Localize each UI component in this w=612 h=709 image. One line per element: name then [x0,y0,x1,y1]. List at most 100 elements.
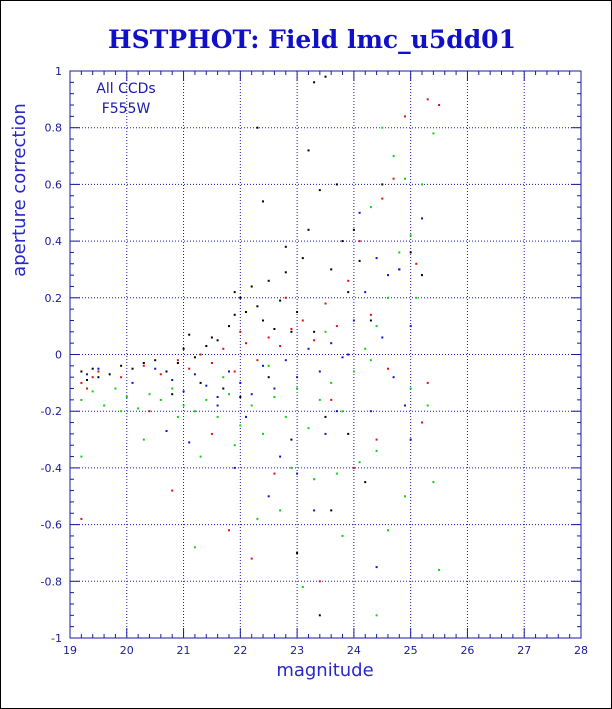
data-point [330,381,333,384]
data-point [205,384,208,387]
data-point [335,325,338,328]
data-point [318,614,321,617]
data-point [318,398,321,401]
data-point [86,387,88,390]
data-point [233,291,236,294]
data-point [228,325,230,328]
x-tick-label: 24 [347,644,361,657]
data-point [210,432,213,435]
data-point [307,228,310,231]
data-point [318,189,321,192]
data-point [307,347,310,350]
data-point [97,367,100,370]
data-point [284,245,287,248]
data-point [318,580,321,583]
data-point [193,373,196,376]
data-point [324,330,327,333]
data-point [330,268,333,271]
data-point [381,183,384,186]
data-point [256,305,259,308]
data-point [120,410,123,413]
data-point [318,370,321,373]
data-point [335,472,338,475]
data-point [154,367,157,370]
data-point [347,279,350,282]
data-point [358,211,361,214]
data-point [324,415,327,418]
data-point [171,393,174,396]
data-point [330,398,333,401]
x-axis-label: magnitude [276,660,373,681]
data-point [279,299,282,302]
data-point [228,393,230,396]
data-point [341,410,344,413]
data-point [432,132,435,135]
data-point [86,373,88,376]
data-point [80,370,83,373]
data-point [438,569,441,571]
data-point [222,387,225,390]
data-point [131,381,134,384]
data-point [91,376,94,379]
data-point [171,489,174,492]
data-point [273,328,276,330]
data-point [80,381,83,384]
data-point [239,330,242,333]
data-point [369,206,372,209]
data-point [114,387,117,390]
data-point [256,126,259,129]
data-point [392,155,395,158]
data-point [256,517,259,520]
data-point [369,319,372,322]
data-point [148,393,151,396]
data-point [80,455,83,458]
data-point [364,291,367,294]
data-point [330,509,333,512]
x-tick-label: 22 [233,644,247,657]
data-point [137,407,140,410]
data-point [381,336,384,339]
data-point [313,478,316,481]
data-point [324,75,327,78]
data-point [222,376,225,379]
annotation-ccds: All CCDs [96,81,155,97]
x-tick-label: 23 [290,644,304,657]
axis-ticks [69,70,582,639]
data-point [375,438,378,441]
data-point [210,362,213,364]
y-tick-label: -0.2 [41,405,62,418]
data-point [171,387,174,390]
data-point [404,404,406,407]
data-point [256,359,259,362]
data-point [216,339,219,342]
data-point [97,376,100,379]
data-point [199,381,202,384]
x-tick-label: 25 [404,644,418,657]
data-point [165,430,168,432]
data-point [398,251,401,254]
data-point [352,228,355,231]
data-point [387,296,389,299]
data-point [233,370,236,373]
data-point [375,614,378,617]
x-tick-label: 27 [517,644,531,657]
data-point [398,268,401,271]
data-point [250,285,253,288]
data-point [233,466,236,469]
data-point [267,376,270,379]
data-point [125,396,128,398]
data-point [369,313,372,316]
x-tick-label: 28 [574,644,588,657]
data-point [279,509,282,512]
data-point [267,495,270,498]
y-tick-label: -0.8 [41,575,62,588]
data-point [296,552,299,554]
data-point [228,370,230,373]
data-point [80,517,83,520]
y-tick-label: 0 [55,349,62,362]
data-point [426,404,429,407]
data-point [165,370,168,373]
data-point [313,509,316,512]
